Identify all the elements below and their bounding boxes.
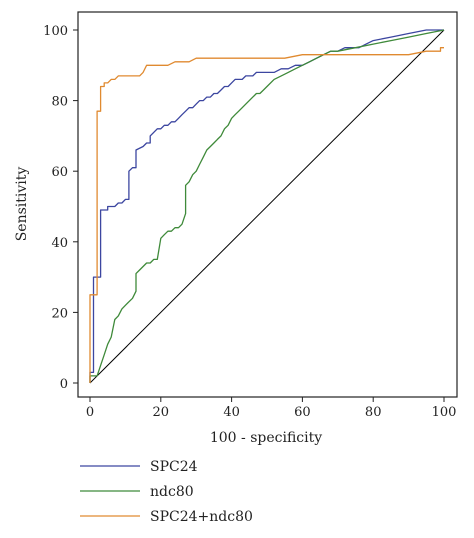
x-axis-title: 100 - specificity (210, 430, 322, 446)
y-tick-label: 20 (51, 306, 68, 321)
series-line-ndc80 (89, 29, 445, 383)
x-tick-label: 100 (432, 405, 457, 420)
y-tick-label: 60 (51, 165, 68, 180)
reference-diagonal-line (89, 29, 445, 384)
legend-label: ndc80 (150, 484, 194, 500)
x-tick-label: 60 (294, 405, 311, 420)
series-line-spc24-ndc80 (89, 47, 444, 383)
x-tick-label: 20 (153, 405, 170, 420)
y-axis-title: Sensitivity (14, 167, 30, 242)
y-tick-label: 80 (51, 95, 68, 110)
plot-frame (77, 11, 458, 398)
x-tick-label: 40 (223, 405, 240, 420)
x-tick-label: 0 (86, 405, 94, 420)
reference-line-group (89, 29, 445, 384)
y-tick-label: 40 (51, 236, 68, 251)
axes-group: 0 20 40 60 80 100 0 20 40 60 80 100 (43, 24, 456, 420)
y-tick-label: 100 (43, 24, 68, 39)
legend-label: SPC24 (150, 459, 198, 475)
legend: SPC24 ndc80 SPC24+ndc80 (80, 459, 253, 525)
series-group (89, 29, 445, 383)
x-tick-label: 80 (365, 405, 382, 420)
y-tick-label: 0 (60, 377, 68, 392)
legend-label: SPC24+ndc80 (150, 509, 253, 525)
